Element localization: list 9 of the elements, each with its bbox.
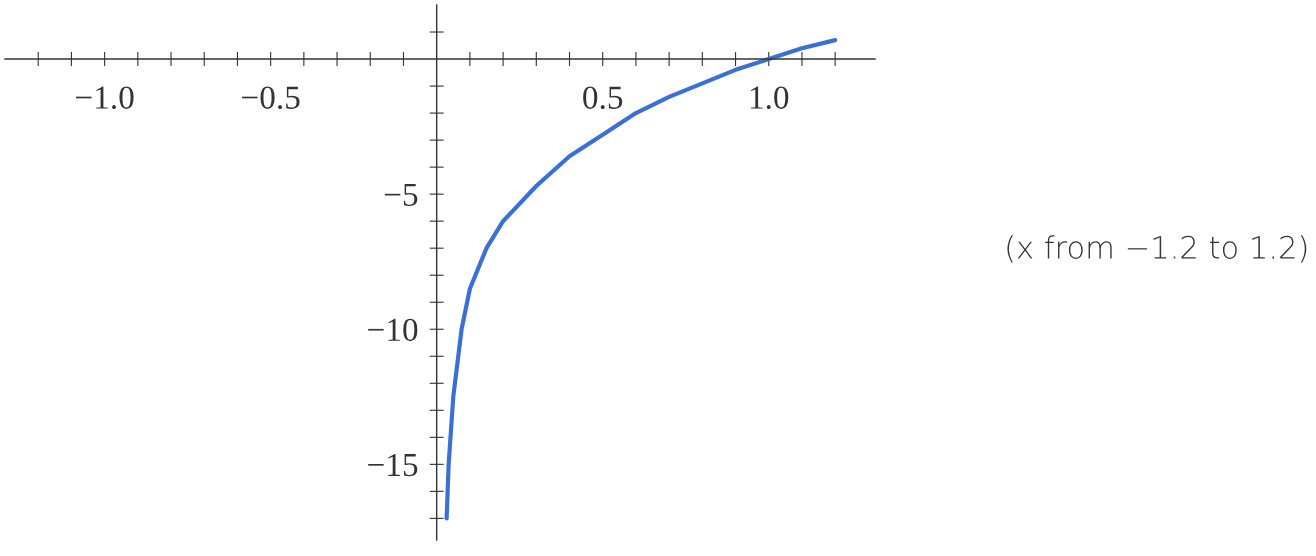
line-series	[444, 38, 838, 521]
x-tick-label: −1.0	[76, 86, 134, 110]
x-tick-label: −0.5	[242, 86, 300, 110]
y-tick-label: −10	[368, 318, 418, 342]
y-tick-label: −15	[368, 453, 418, 477]
y-tick-label: −5	[384, 183, 418, 207]
x-tick-label: 1.0	[750, 86, 789, 110]
text: (x from −1.2 to 1.2)	[1007, 235, 1307, 263]
x-tick-label: 0.5	[583, 86, 623, 110]
